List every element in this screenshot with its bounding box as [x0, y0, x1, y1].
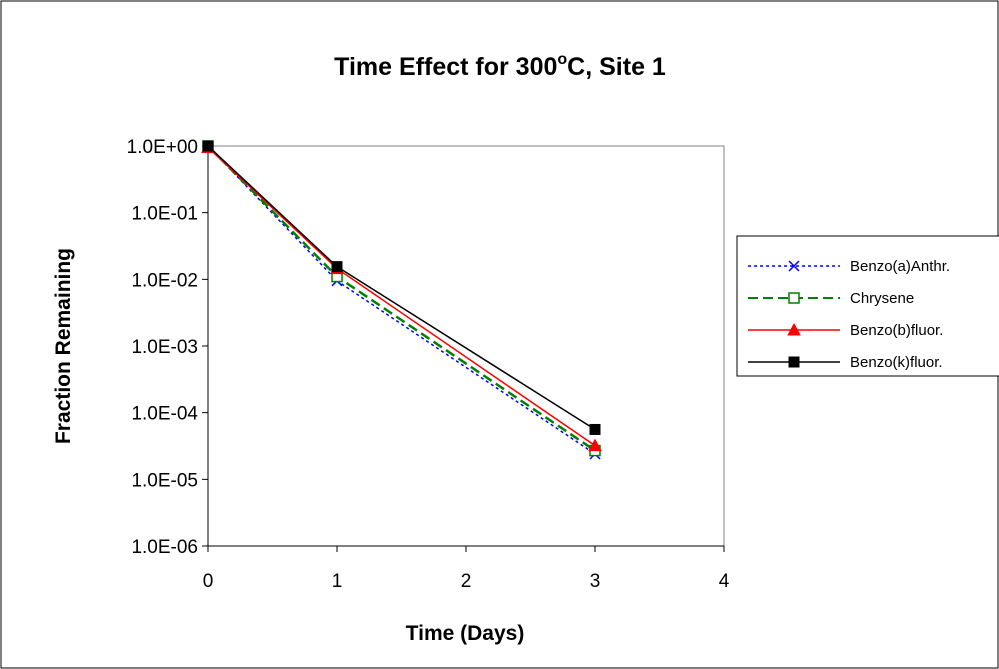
legend-label: Benzo(a)Anthr. [850, 258, 950, 275]
plot-area [207, 145, 725, 547]
legend-item: Benzo(b)fluor. [748, 322, 943, 339]
y-axis-title: Fraction Remaining [52, 248, 75, 444]
y-tick-label: 1.0E-04 [131, 404, 198, 425]
chart-title: Time Effect for 300oC, Site 1 [334, 51, 666, 81]
x-tick-label: 1 [332, 571, 343, 592]
x-tick-label: 2 [461, 571, 472, 592]
legend-label: Chrysene [850, 290, 914, 307]
series-layer [201, 140, 602, 460]
legend-marker [788, 292, 800, 304]
y-tick-label: 1.0E-05 [131, 470, 198, 491]
data-point [589, 423, 601, 435]
legend-marker [788, 356, 800, 368]
legend-label: Benzo(k)fluor. [850, 354, 943, 371]
marker-stroke [788, 260, 800, 272]
axes: 1.0E-06 1.0E-05 1.0E-04 1.0E-03 1.0E-02 1.0E-… [127, 137, 730, 592]
x-axis-title: Time (Days) [406, 622, 525, 645]
x-tick-label: 3 [590, 571, 601, 592]
legend-item: Chrysene [748, 290, 914, 307]
x-tick-label: 0 [203, 571, 214, 592]
y-tick-label: 1.0E-03 [131, 337, 198, 358]
legend-box [736, 235, 999, 377]
y-tick-label: 1.0E-01 [131, 204, 198, 225]
y-tick-label: 1.0E-02 [131, 270, 198, 291]
y-tick-label: 1.0E-06 [131, 537, 198, 558]
legend-item: Benzo(a)Anthr. [748, 258, 950, 275]
data-point [202, 140, 214, 152]
data-point [331, 261, 343, 273]
y-tick-label: 1.0E+00 [127, 137, 198, 158]
legend: Benzo(a)Anthr. Chrysene Benzo(b)fluor. Benz… [736, 235, 999, 377]
legend-marker [788, 260, 800, 272]
x-tick-label: 4 [719, 571, 730, 592]
legend-item: Benzo(k)fluor. [748, 354, 943, 371]
series-benzo-k-fluor [202, 140, 601, 435]
legend-label: Benzo(b)fluor. [850, 322, 943, 339]
legend-marker [787, 322, 801, 336]
data-point [588, 438, 602, 452]
